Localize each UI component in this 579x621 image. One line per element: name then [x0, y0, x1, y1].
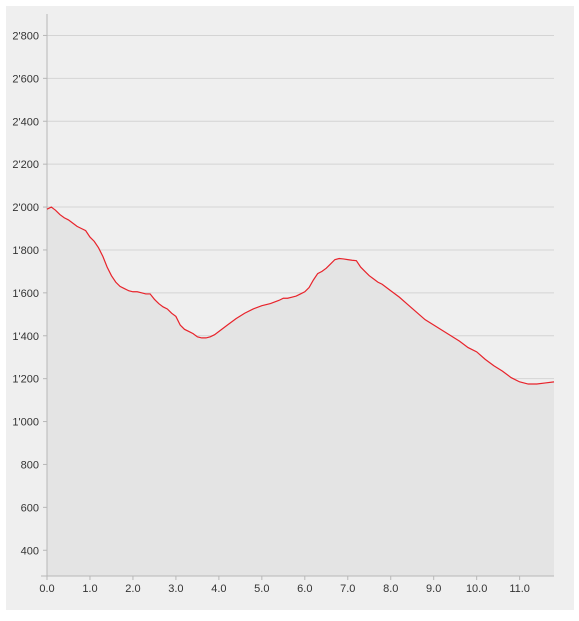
x-tick-label-9: 9.0 [426, 583, 441, 595]
y-tick-label-0: 400 [21, 545, 39, 557]
y-tick-label-7: 1'800 [12, 245, 39, 257]
y-tick-label-4: 1'200 [12, 374, 39, 386]
y-tick-label-3: 1'000 [12, 417, 39, 429]
y-tick-label-2: 800 [21, 459, 39, 471]
y-axis-ticks: 400 600 800 1'000 1'200 1'400 1'600 1'800 2'000 2… [12, 30, 47, 557]
x-tick-label-2: 2.0 [125, 583, 140, 595]
y-tick-label-11: 2'600 [12, 73, 39, 85]
y-tick-label-5: 1'400 [12, 331, 39, 343]
elevation-area [47, 207, 554, 577]
x-tick-label-7: 7.0 [340, 583, 355, 595]
y-tick-label-8: 2'000 [12, 202, 39, 214]
y-tick-label-6: 1'600 [12, 288, 39, 300]
x-tick-label-3: 3.0 [168, 583, 183, 595]
x-tick-label-10: 10.0 [466, 583, 487, 595]
x-tick-label-5: 5.0 [254, 583, 269, 595]
x-tick-label-8: 8.0 [383, 583, 398, 595]
x-tick-label-4: 4.0 [211, 583, 226, 595]
elevation-line [46, 206, 555, 385]
x-axis-ticks: 0.0 1.0 2.0 3.0 4.0 5.0 6.0 7.0 8.0 9.0 10.0 11.0 [39, 576, 530, 595]
y-tick-label-12: 2'800 [12, 30, 39, 42]
axes [41, 14, 554, 577]
x-tick-label-1: 1.0 [82, 583, 97, 595]
x-tick-label-6: 6.0 [297, 583, 312, 595]
x-tick-label-11: 11.0 [509, 583, 530, 595]
y-tick-label-1: 600 [21, 502, 39, 514]
x-tick-label-0: 0.0 [39, 583, 54, 595]
y-tick-label-9: 2'200 [12, 159, 39, 171]
y-tick-label-10: 2'400 [12, 116, 39, 128]
